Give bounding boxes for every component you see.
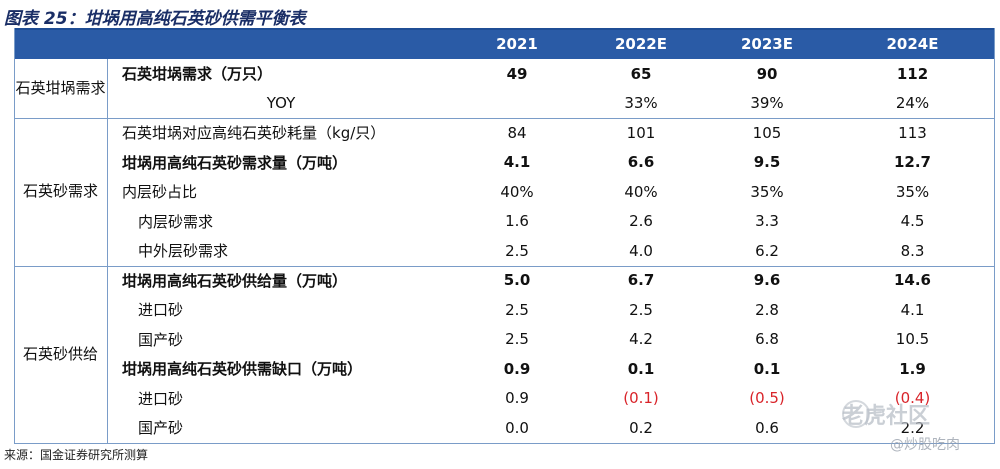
group-divider <box>14 118 995 119</box>
column-header-2023e: 2023E <box>741 35 793 53</box>
row-label: 国产砂 <box>138 419 184 438</box>
table-cell: 2.8 <box>755 300 779 319</box>
table-cell: 0.0 <box>505 418 529 437</box>
watermark-handle: @炒股吃肉 <box>890 437 960 453</box>
table-cell: 6.8 <box>755 330 779 349</box>
row-label: 内层砂需求 <box>138 212 214 231</box>
source-note: 来源：国金证券研究所测算 <box>4 448 149 462</box>
row-label: 石英坩埚需求（万只） <box>122 65 273 84</box>
table-cell: 0.1 <box>627 359 655 378</box>
table-cell <box>454 89 580 119</box>
group-label: 石英砂供给 <box>22 344 99 363</box>
table-cell: 10.5 <box>895 330 930 349</box>
table-cell: 5.0 <box>503 271 531 290</box>
table-border-bottom <box>14 442 995 444</box>
table-cell: 4.1 <box>503 153 531 172</box>
table-cell: 35% <box>750 182 784 201</box>
table-row: 坩埚用高纯石英砂需求量（万吨） 4.1 6.6 9.5 12.7 <box>14 148 995 178</box>
table-cell: 101 <box>626 123 656 142</box>
table-cell: 39% <box>750 94 784 113</box>
table-cell: 0.9 <box>505 389 529 408</box>
table-cell: 2.5 <box>505 300 529 319</box>
row-label: YOY <box>266 94 296 113</box>
table-cell: 40% <box>500 182 534 201</box>
table-cell: 4.5 <box>900 212 925 231</box>
row-label: 中外层砂需求 <box>138 242 229 261</box>
table-row: 石英坩埚需求（万只） 49 65 90 112 <box>14 59 995 89</box>
table-cell: 2.6 <box>629 212 653 231</box>
group-label: 石英坩埚 需求 <box>15 79 106 97</box>
table-row: 国产砂 2.5 4.2 6.8 10.5 <box>14 325 995 355</box>
table-cell: (0.4) <box>894 389 931 408</box>
table-border-left <box>14 28 15 443</box>
watermark-brand: 老虎社区 <box>842 404 931 429</box>
table-row: 坩埚用高纯石英砂供需缺口（万吨） 0.9 0.1 0.1 1.9 <box>14 354 995 384</box>
table-cell: (0.1) <box>623 389 659 408</box>
column-header-2021: 2021 <box>496 35 538 53</box>
group-label: 石英砂需求 <box>22 182 99 201</box>
row-label: 坩埚用高纯石英砂供给量（万吨） <box>122 271 348 290</box>
table-cell: 0.6 <box>755 418 779 437</box>
table-row: 中外层砂需求 2.5 4.0 6.2 8.3 <box>14 236 995 266</box>
table-cell: 8.3 <box>900 241 925 260</box>
table-header: 2021 2022E 2023E 2024E <box>14 28 995 59</box>
tiger-logo-icon <box>842 400 870 428</box>
table-row: 进口砂 2.5 2.5 2.8 4.1 <box>14 295 995 325</box>
table-cell: 2.5 <box>505 330 529 349</box>
table-cell: 6.6 <box>627 153 655 172</box>
table-cell: 35% <box>895 182 930 201</box>
table-cell: 9.6 <box>753 271 781 290</box>
row-label: 坩埚用高纯石英砂供需缺口（万吨） <box>122 360 363 379</box>
row-label: 石英坩埚对应高纯石英砂耗量（kg/只） <box>122 124 386 143</box>
row-label: 坩埚用高纯石英砂需求量（万吨） <box>122 153 348 172</box>
table-row: 坩埚用高纯石英砂供给量（万吨） 5.0 6.7 9.6 14.6 <box>14 266 995 296</box>
column-divider <box>107 59 108 443</box>
table-cell: 113 <box>898 123 927 142</box>
table-row: 内层砂需求 1.6 2.6 3.3 4.5 <box>14 207 995 237</box>
table-row: 内层砂占比 40% 40% 35% 35% <box>14 177 995 207</box>
table-border-right <box>994 28 995 443</box>
table-cell: 1.9 <box>899 359 926 378</box>
table-cell: 49 <box>506 64 528 83</box>
table-row: 国产砂 0.0 0.2 0.6 2.2 <box>14 413 995 443</box>
table-cell: 4.2 <box>629 330 653 349</box>
row-label: 国产砂 <box>138 330 184 349</box>
column-header-2022e: 2022E <box>615 35 667 53</box>
table-cell: 3.3 <box>755 212 779 231</box>
group-divider <box>14 265 995 267</box>
row-label: 进口砂 <box>138 301 184 320</box>
table-row: 进口砂 0.9 (0.1) (0.5) (0.4) <box>14 384 995 414</box>
column-header-2024e: 2024E <box>886 35 939 53</box>
table-cell: 112 <box>896 64 929 83</box>
table-cell: 0.1 <box>753 359 781 378</box>
table-cell: 40% <box>624 182 658 201</box>
table-cell: 1.6 <box>505 212 529 231</box>
supply-demand-table: 2021 2022E 2023E 2024E 石英坩埚需求（万只） 49 65 90 112 Y… <box>14 28 995 444</box>
table-cell: (0.5) <box>749 389 785 408</box>
table-cell: 2.5 <box>505 241 529 260</box>
table-cell: 0.9 <box>503 359 531 378</box>
table-cell: 14.6 <box>893 271 931 290</box>
row-label: 内层砂占比 <box>122 183 198 202</box>
page-title: 图表 25：坩埚用高纯石英砂供需平衡表 <box>4 9 306 29</box>
table-row: YOY 33% 39% 24% <box>14 89 995 119</box>
table-cell: 0.2 <box>629 418 653 437</box>
table-cell: 90 <box>756 64 778 83</box>
table-cell: 105 <box>752 123 782 142</box>
table-cell: 2.2 <box>900 418 925 437</box>
table-cell: 4.1 <box>900 300 925 319</box>
table-cell: 84 <box>507 123 527 142</box>
table-cell: 12.7 <box>893 153 931 172</box>
table-cell: 9.5 <box>753 153 781 172</box>
table-cell: 6.7 <box>627 271 655 290</box>
table-cell: 24% <box>895 94 930 113</box>
table-cell: 65 <box>630 64 652 83</box>
table-cell: 33% <box>624 94 658 113</box>
row-label: 进口砂 <box>138 389 184 408</box>
table-row: 石英坩埚对应高纯石英砂耗量（kg/只） 84 101 105 113 <box>14 118 995 148</box>
table-cell: 4.0 <box>629 241 653 260</box>
table-cell: 2.5 <box>629 300 653 319</box>
table-cell: 6.2 <box>755 241 779 260</box>
